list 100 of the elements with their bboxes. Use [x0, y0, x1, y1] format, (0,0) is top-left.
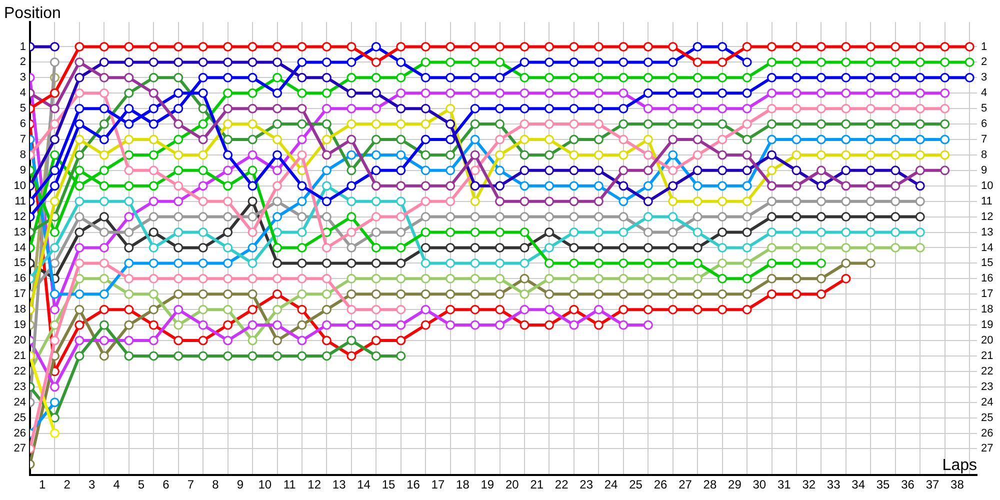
x-tick-label: 7 [187, 478, 194, 492]
point [866, 228, 876, 238]
y2-tick-label: 19 [981, 319, 994, 332]
point [346, 57, 356, 67]
point [495, 196, 505, 206]
point [297, 196, 307, 206]
point [174, 351, 184, 361]
point [248, 258, 258, 268]
point [520, 88, 530, 98]
point [198, 119, 208, 129]
point [124, 304, 134, 314]
point [272, 289, 282, 299]
point [668, 134, 678, 144]
point [272, 274, 282, 284]
point [890, 57, 900, 67]
point [792, 57, 802, 67]
point [420, 181, 430, 191]
point [223, 242, 233, 252]
y-tick-label: 16 [14, 272, 26, 285]
point [99, 320, 109, 330]
point [371, 42, 381, 52]
point [668, 258, 678, 268]
point [742, 119, 752, 129]
y-tick-label: 4 [20, 87, 26, 100]
point [816, 228, 826, 238]
point [148, 336, 158, 346]
point [420, 88, 430, 98]
point [420, 258, 430, 268]
point [223, 196, 233, 206]
point [866, 134, 876, 144]
point [248, 351, 258, 361]
point [174, 181, 184, 191]
point [792, 88, 802, 98]
point [322, 134, 332, 144]
point [50, 242, 60, 252]
point [420, 289, 430, 299]
point [297, 104, 307, 114]
point [297, 274, 307, 284]
point [223, 304, 233, 314]
point [396, 289, 406, 299]
point [272, 181, 282, 191]
point [767, 274, 777, 284]
point [371, 212, 381, 222]
point [322, 320, 332, 330]
x-tick-label: 33 [826, 478, 841, 492]
point [297, 119, 307, 129]
point [223, 72, 233, 82]
point [174, 134, 184, 144]
point [148, 196, 158, 206]
point [322, 88, 332, 98]
point [470, 181, 480, 191]
point [792, 42, 802, 52]
point [841, 150, 851, 160]
point [816, 196, 826, 206]
point [248, 72, 258, 82]
point [148, 42, 158, 52]
y2-tick-label: 26 [981, 427, 994, 440]
point [792, 181, 802, 191]
point [742, 258, 752, 268]
point [248, 88, 258, 98]
y-tick-label: 18 [14, 304, 26, 316]
point [50, 413, 60, 423]
point [322, 72, 332, 82]
y-tick-label: 8 [20, 148, 26, 161]
point [223, 274, 233, 284]
point [148, 119, 158, 129]
point [940, 166, 950, 176]
point [99, 289, 109, 299]
point [940, 72, 950, 82]
point [841, 134, 851, 144]
y-tick-label: 12 [14, 210, 26, 223]
point [767, 166, 777, 176]
point [792, 104, 802, 114]
y2-tick-label: 12 [981, 210, 994, 223]
point [841, 274, 851, 284]
point [420, 228, 430, 238]
point [767, 104, 777, 114]
point [446, 228, 456, 238]
point [148, 320, 158, 330]
point [544, 57, 554, 67]
point [520, 289, 530, 299]
point [594, 150, 604, 160]
point [643, 196, 653, 206]
point [643, 134, 653, 144]
point [420, 196, 430, 206]
point [446, 150, 456, 160]
point [668, 150, 678, 160]
x-tick-label: 10 [258, 478, 272, 492]
point [297, 212, 307, 222]
point [520, 104, 530, 114]
point [742, 228, 752, 238]
point [816, 42, 826, 52]
point [940, 88, 950, 98]
point [594, 289, 604, 299]
point [297, 150, 307, 160]
point [74, 104, 84, 114]
point [174, 258, 184, 268]
point [495, 320, 505, 330]
point [346, 104, 356, 114]
point [99, 119, 109, 129]
